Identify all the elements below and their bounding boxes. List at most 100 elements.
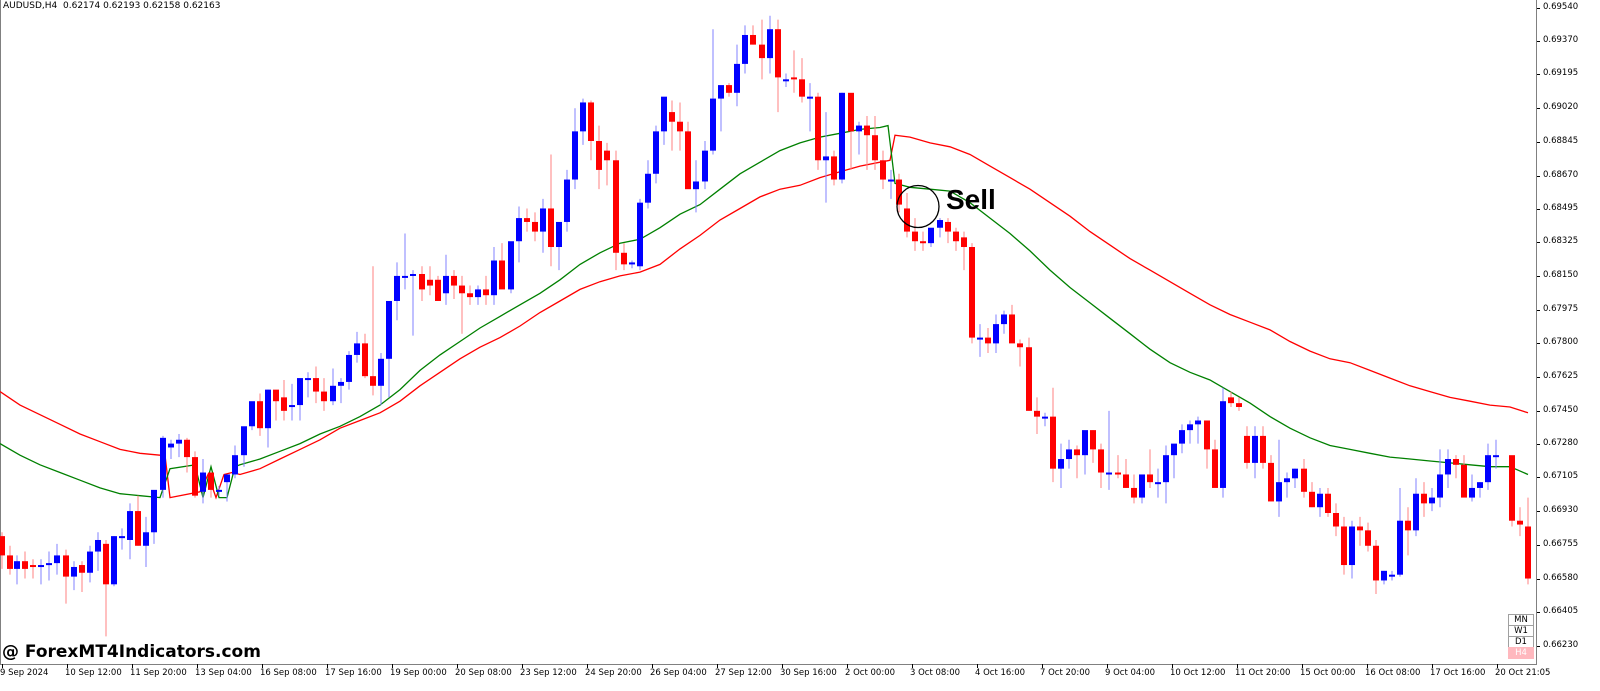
candle xyxy=(443,254,449,305)
candle-body xyxy=(1284,478,1290,483)
candle xyxy=(451,270,457,300)
candle-body xyxy=(103,543,109,585)
candle-body xyxy=(1276,482,1282,502)
candle xyxy=(1115,455,1121,479)
candle xyxy=(799,58,805,103)
candle xyxy=(912,218,918,251)
candlestick-plot[interactable] xyxy=(0,0,1537,664)
candle-body xyxy=(604,150,610,161)
candle-body xyxy=(1082,430,1088,456)
candle xyxy=(532,212,538,242)
time-label: 15 Oct 00:00 xyxy=(1300,668,1356,678)
candle xyxy=(273,389,279,421)
candle-body xyxy=(1042,416,1048,419)
candle-body xyxy=(791,77,797,80)
candle xyxy=(613,150,619,271)
candle-body xyxy=(362,343,368,377)
candle xyxy=(1260,426,1266,469)
candle xyxy=(135,495,141,546)
candle-body xyxy=(1195,420,1201,425)
candle-body xyxy=(1349,526,1355,566)
candle xyxy=(734,44,740,107)
candle-body xyxy=(621,252,627,265)
time-tick xyxy=(522,664,523,668)
candle xyxy=(993,314,999,354)
candle-body xyxy=(224,474,230,483)
candle xyxy=(726,83,732,97)
candle-body xyxy=(1260,435,1266,463)
price-label: 0.67105 xyxy=(1543,471,1579,482)
time-tick xyxy=(2,664,3,668)
time-label: 16 Oct 08:00 xyxy=(1365,668,1421,678)
price-axis[interactable]: 0.69540 0.69370 0.69195 0.69020 0.68845 0.686… xyxy=(1536,0,1600,664)
price-label: 0.69540 xyxy=(1543,2,1579,12)
candle-body xyxy=(661,96,667,132)
candle-body xyxy=(63,555,69,577)
candle-body xyxy=(1292,468,1298,479)
time-tick xyxy=(1367,664,1368,668)
price-tick xyxy=(1537,242,1540,244)
candle-body xyxy=(330,385,336,402)
candle xyxy=(402,233,408,290)
candle xyxy=(338,378,344,404)
time-label: 2 Oct 00:00 xyxy=(845,668,896,678)
candle xyxy=(1123,459,1129,488)
candle xyxy=(22,551,28,579)
candle xyxy=(176,433,182,458)
candle-body xyxy=(807,96,813,99)
time-tick xyxy=(327,664,328,668)
candle xyxy=(1292,468,1298,488)
candle-body xyxy=(289,405,295,408)
candle-body xyxy=(1236,403,1242,407)
time-tick xyxy=(652,664,653,668)
candle-body xyxy=(1123,474,1129,488)
candle xyxy=(103,539,109,637)
time-tick xyxy=(67,664,68,668)
candle-body xyxy=(969,247,975,338)
candle-body xyxy=(168,443,174,448)
candle xyxy=(1325,487,1331,517)
upper-band-line xyxy=(0,134,1529,500)
candle-body xyxy=(1204,420,1210,450)
time-label: 24 Sep 20:00 xyxy=(585,668,642,678)
candle xyxy=(1373,539,1379,594)
candle-body xyxy=(95,539,101,552)
candle xyxy=(710,29,716,155)
time-axis[interactable]: 9 Sep 2024 10 Sep 12:00 11 Sep 20:00 13 Sep… xyxy=(0,664,1550,691)
time-label: 7 Oct 20:00 xyxy=(1040,668,1091,678)
candle xyxy=(508,241,514,294)
candle-body xyxy=(516,218,522,242)
candle-body xyxy=(1509,455,1515,521)
candle xyxy=(1341,516,1347,575)
time-label: 16 Sep 08:00 xyxy=(260,668,317,678)
candle-body xyxy=(273,389,279,402)
candle xyxy=(767,15,773,74)
candle xyxy=(1163,445,1169,504)
time-tick xyxy=(457,664,458,668)
time-tick xyxy=(1172,664,1173,668)
candle-body xyxy=(1421,493,1427,504)
candle-body xyxy=(354,343,360,355)
candle xyxy=(370,266,376,396)
middle-line xyxy=(0,124,1529,499)
candle xyxy=(945,218,951,244)
time-label: 13 Sep 04:00 xyxy=(195,668,252,678)
candle xyxy=(483,275,489,305)
candle xyxy=(281,380,287,421)
candle xyxy=(1187,420,1193,444)
candle-body xyxy=(1317,493,1323,508)
price-label: 0.66930 xyxy=(1543,505,1579,516)
candle-body xyxy=(1171,443,1177,456)
candle xyxy=(1050,387,1056,483)
candle xyxy=(977,324,983,357)
candle-body xyxy=(888,179,894,182)
timeframe-button-h4[interactable]: H4 xyxy=(1508,647,1534,659)
candle-body xyxy=(896,179,902,205)
candle-body xyxy=(1034,410,1040,417)
candle xyxy=(30,559,36,579)
candle-body xyxy=(87,551,93,573)
candle xyxy=(564,169,570,232)
candle xyxy=(572,108,578,190)
price-tick xyxy=(1537,343,1540,345)
